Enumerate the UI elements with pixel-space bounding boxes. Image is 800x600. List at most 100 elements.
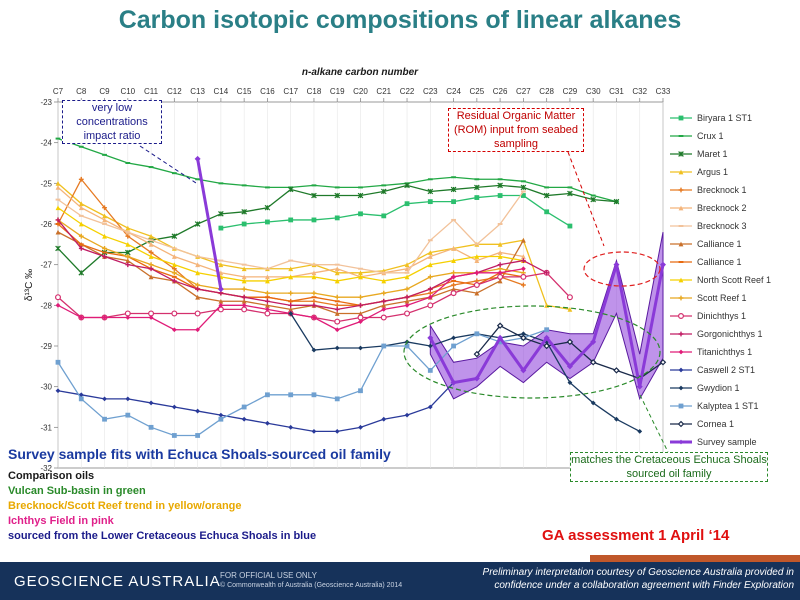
data-point: [311, 290, 317, 296]
data-point: [474, 290, 480, 296]
data-point: [451, 246, 456, 251]
data-point: [148, 233, 154, 239]
data-point: [148, 424, 154, 430]
data-point: [55, 359, 61, 365]
data-point: [311, 270, 317, 276]
data-point: [218, 416, 224, 422]
data-point: [218, 302, 224, 308]
legend-entry: Brecknock 1: [670, 185, 747, 195]
data-point: [334, 215, 340, 221]
data-point: [241, 208, 247, 215]
data-point: [404, 201, 410, 207]
data-point: [520, 254, 526, 259]
x-tick-label: C33: [656, 87, 671, 96]
data-point: [427, 274, 433, 280]
legend-entry: Titanichthys 1: [670, 347, 752, 357]
data-point: [195, 282, 201, 288]
data-point: [678, 277, 684, 283]
data-point: [311, 392, 317, 398]
data-point: [427, 404, 433, 410]
data-point: [148, 400, 154, 406]
data-point: [102, 205, 107, 211]
data-point: [520, 266, 526, 272]
series-6: [55, 190, 526, 274]
data-point: [678, 151, 684, 157]
data-point: [241, 274, 247, 280]
data-point: [427, 294, 433, 300]
data-point: [380, 314, 387, 321]
data-point: [381, 290, 387, 296]
footer-official-use: FOR OFFICIAL USE ONLY: [220, 571, 317, 580]
data-point: [520, 282, 526, 288]
data-point: [55, 245, 61, 252]
data-point: [78, 205, 84, 211]
y-axis-label: δ¹³C ‰: [24, 269, 35, 301]
legend-label: Scott Reef 1: [697, 293, 747, 303]
legend-entry: Argus 1: [670, 167, 728, 177]
echuca-match-note: matches the Cretaceous Echuca Shoals sou…: [570, 452, 768, 482]
data-point: [614, 416, 619, 422]
data-point: [358, 424, 363, 430]
data-point: [427, 343, 433, 349]
data-point: [520, 258, 526, 263]
data-point: [125, 262, 131, 268]
data-point: [451, 335, 456, 341]
data-point: [78, 221, 84, 227]
data-point: [241, 416, 247, 422]
data-point: [241, 404, 247, 410]
data-point: [148, 254, 154, 259]
data-point: [567, 190, 573, 197]
legend-label: Caswell 2 ST1: [697, 365, 755, 375]
data-point: [473, 350, 481, 358]
x-tick-label: C29: [563, 87, 578, 96]
data-point: [334, 345, 340, 351]
data-point: [520, 331, 526, 337]
x-axis-label: n-alkane carbon number: [302, 67, 419, 78]
legend-label: Cornea 1: [697, 419, 734, 429]
footer-organisation: GEOSCIENCE AUSTRALIA: [14, 573, 221, 590]
annotation-shapes: [139, 145, 669, 453]
data-point: [241, 294, 247, 300]
data-point: [613, 261, 620, 268]
data-point: [78, 246, 84, 251]
x-tick-label: C12: [167, 87, 182, 96]
data-point: [358, 270, 363, 276]
data-point: [520, 193, 526, 198]
x-tick-label: C28: [539, 87, 554, 96]
y-tick-label: -26: [40, 220, 52, 229]
group-comparison-oils: Comparison oils: [8, 470, 95, 482]
data-point: [55, 217, 61, 223]
data-point: [427, 188, 434, 195]
legend-entry: Kalyptea 1 ST1: [670, 401, 759, 411]
top-axis: C7 C8 C9 C10 C11 C12 C13 C14 C15 C16 C17 C18 C19 C20 C…: [53, 87, 671, 102]
data-point: [427, 199, 433, 205]
data-point: [544, 270, 550, 276]
data-point: [678, 349, 684, 355]
data-point: [78, 315, 84, 320]
data-point: [566, 338, 574, 346]
data-point: [334, 294, 340, 300]
data-point: [171, 233, 178, 240]
series-lines: [54, 137, 667, 438]
data-point: [678, 385, 684, 391]
data-point: [265, 219, 270, 225]
data-point: [241, 286, 247, 292]
low-concentration-note: very low concentrations impact ratio: [62, 100, 162, 144]
data-point: [148, 241, 154, 247]
data-point: [265, 274, 270, 280]
y-tick-label: -30: [40, 383, 52, 392]
x-tick-label: C32: [632, 87, 647, 96]
series-line: [196, 158, 223, 290]
data-point: [404, 286, 410, 292]
data-point: [497, 339, 503, 345]
data-point: [678, 115, 684, 121]
data-point: [218, 262, 224, 268]
data-point: [171, 254, 177, 259]
data-point: [497, 193, 503, 198]
x-tick-label: C25: [470, 87, 485, 96]
data-point: [78, 176, 84, 182]
data-point: [637, 429, 643, 434]
data-point: [194, 310, 201, 317]
data-point: [241, 221, 247, 227]
data-point: [520, 334, 527, 342]
